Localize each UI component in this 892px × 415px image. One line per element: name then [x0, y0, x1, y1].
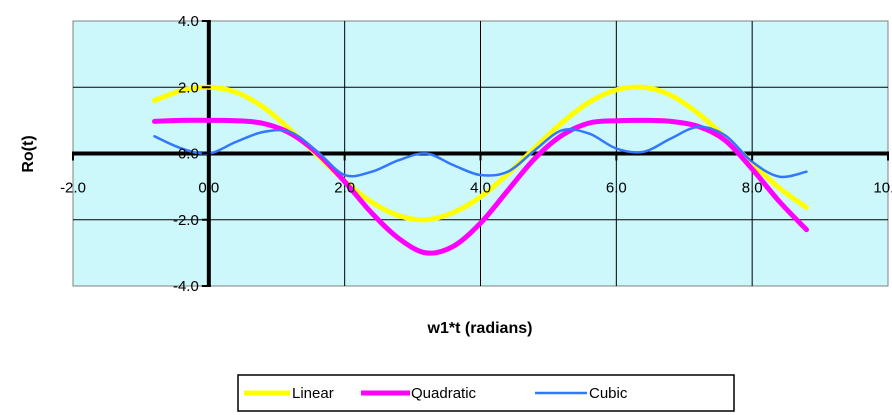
series-line-cubic: [153, 125, 808, 179]
legend: Linear Quadratic Cubic: [237, 374, 735, 412]
x-tick-label: -2.0: [60, 180, 86, 197]
legend-label-quadratic: Quadratic: [411, 385, 477, 402]
y-tick-labels: -4.0 -2.0 0.0 2.0 4.0: [173, 13, 211, 295]
x-axis-title: w1*t (radians): [427, 320, 533, 337]
y-tick-label: -2.0: [173, 212, 199, 229]
x-tick-label: 0.0: [198, 180, 219, 197]
y-tick-label: -4.0: [173, 278, 199, 295]
x-tick-label: 4.0: [470, 180, 491, 197]
legend-box: [237, 374, 735, 412]
x-tick-label: 2.0: [334, 180, 355, 197]
y-tick-label: 2.0: [178, 79, 199, 96]
series-layer: [152, 84, 809, 256]
x-tick-label: 6.0: [606, 180, 627, 197]
x-tick-label: 10.0: [873, 180, 892, 197]
x-tick-label: 8.0: [742, 180, 763, 197]
y-tick-label: 0.0: [178, 146, 199, 163]
y-tick-label: 4.0: [178, 13, 199, 30]
y-axis-title: Ro(t): [20, 135, 37, 172]
legend-label-linear: Linear: [292, 385, 334, 402]
series-line-linear: [152, 84, 809, 223]
legend-label-cubic: Cubic: [589, 385, 628, 402]
x-tick-labels: -2.0 0.0 2.0 4.0 6.0 8.0 10.0: [60, 151, 892, 197]
